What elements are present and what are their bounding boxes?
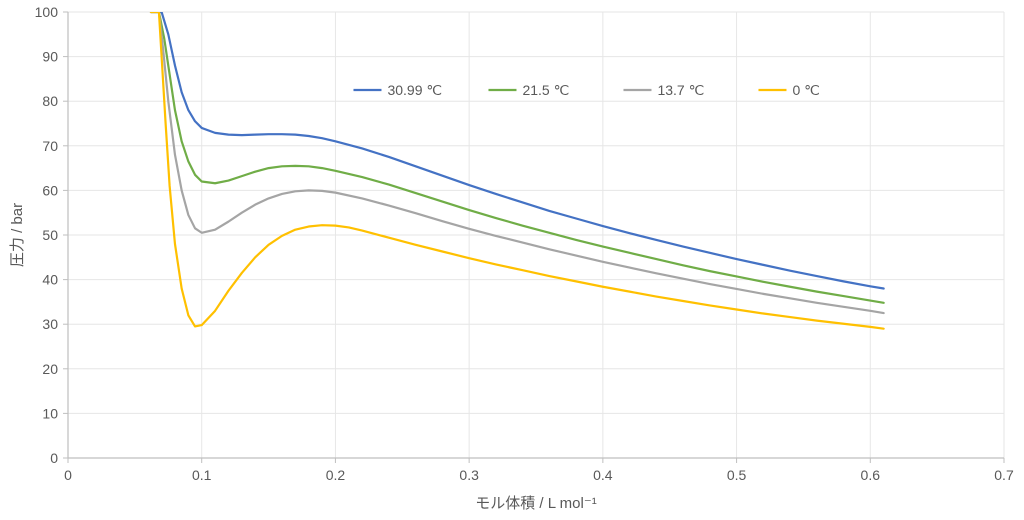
y-tick-label: 30 <box>42 316 58 332</box>
legend-label: 13.7 ℃ <box>657 82 704 98</box>
legend-label: 0 ℃ <box>792 82 819 98</box>
legend-label: 30.99 ℃ <box>387 82 442 98</box>
y-tick-label: 0 <box>50 450 58 466</box>
y-axis-label: 圧力 / bar <box>9 203 26 267</box>
y-tick-label: 70 <box>42 138 58 154</box>
x-tick-label: 0.6 <box>861 467 881 483</box>
y-tick-label: 10 <box>42 405 58 421</box>
x-tick-label: 0.7 <box>994 467 1014 483</box>
y-tick-label: 90 <box>42 49 58 65</box>
x-axis-label: モル体積 / L mol⁻¹ <box>475 495 597 512</box>
chart-svg: 0 0.1 0.2 0.3 0.4 0.5 0.6 0.7 0 10 20 30 40 50 60 70 80 9… <box>0 0 1024 520</box>
x-tick-label: 0.2 <box>326 467 346 483</box>
y-tick-label: 80 <box>42 93 58 109</box>
y-tick-label: 20 <box>42 361 58 377</box>
x-tick-label: 0.3 <box>459 467 479 483</box>
x-tick-label: 0.4 <box>593 467 613 483</box>
y-tick-label: 40 <box>42 272 58 288</box>
legend-label: 21.5 ℃ <box>522 82 569 98</box>
x-tick-label: 0 <box>64 467 72 483</box>
y-tick-label: 60 <box>42 182 58 198</box>
x-tick-label: 0.5 <box>727 467 747 483</box>
isotherm-chart: 0 0.1 0.2 0.3 0.4 0.5 0.6 0.7 0 10 20 30 40 50 60 70 80 9… <box>0 0 1024 520</box>
x-tick-label: 0.1 <box>192 467 212 483</box>
y-tick-label: 50 <box>42 227 58 243</box>
y-tick-label: 100 <box>35 4 59 20</box>
